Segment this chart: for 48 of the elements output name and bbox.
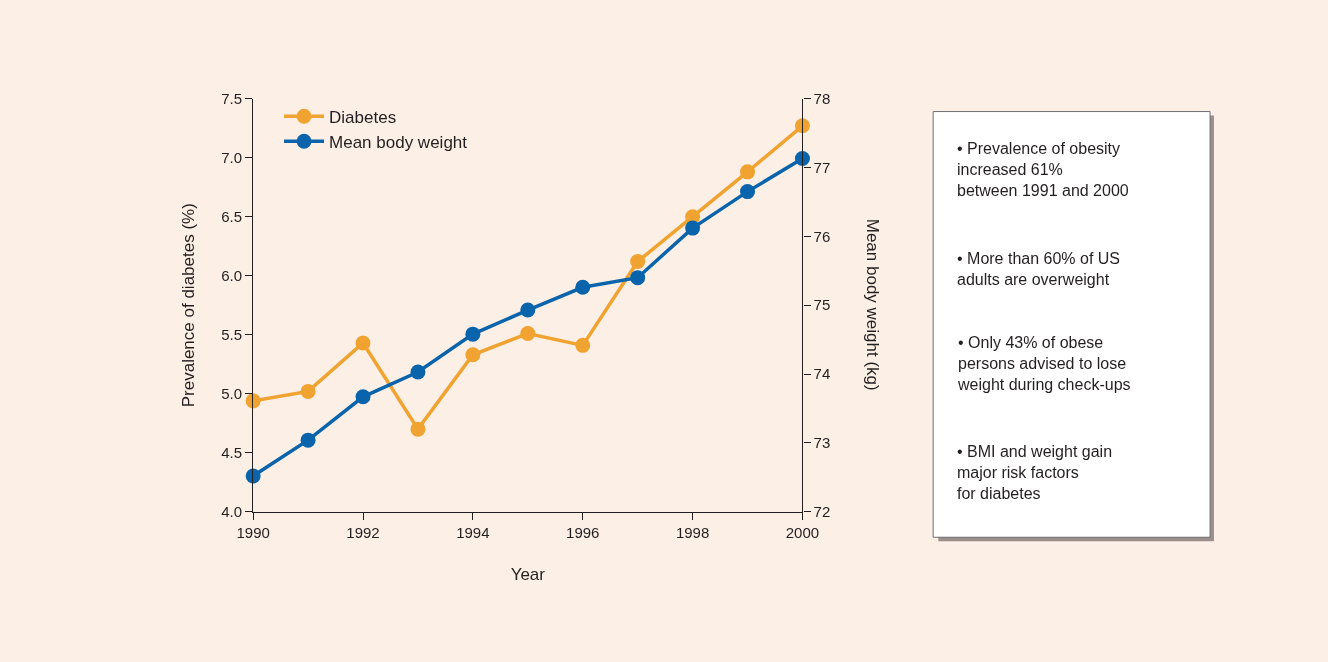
point xyxy=(410,364,426,380)
legend-label: Diabetes xyxy=(329,107,397,127)
point xyxy=(465,326,481,342)
y-tick-label: 5.0 xyxy=(221,384,243,402)
x-axis-title: Year xyxy=(510,565,546,585)
y-axis-title: Prevalence of diabetes (%) xyxy=(178,203,198,408)
y2-tick-label: 78 xyxy=(813,89,831,107)
point xyxy=(355,335,371,351)
point xyxy=(630,270,646,286)
text: • More than 60% of US adults are overweight xyxy=(957,250,1121,288)
point xyxy=(300,432,316,448)
y2-tick-label: 74 xyxy=(813,365,831,383)
point xyxy=(410,421,426,437)
y-tick-label: 4.5 xyxy=(221,444,243,462)
y-tick-label: 6.5 xyxy=(221,207,243,225)
x-tick-label: 1992 xyxy=(346,523,380,541)
y-tick-label: 5.5 xyxy=(221,325,243,343)
point xyxy=(630,254,646,270)
point xyxy=(355,389,371,405)
y-tick-label: 6.0 xyxy=(221,266,243,284)
text: • Only 43% of obese persons advised to lose weight during check-ups xyxy=(957,334,1131,393)
point xyxy=(300,383,316,399)
y2-tick-label: 77 xyxy=(813,158,831,176)
x-tick-label: 1996 xyxy=(566,523,600,541)
y-tick-label: 7.5 xyxy=(221,89,243,107)
point xyxy=(465,347,481,363)
point xyxy=(575,279,591,295)
y2-tick-label: 73 xyxy=(813,434,831,452)
point xyxy=(575,337,591,353)
x-tick-label: 2000 xyxy=(785,523,820,541)
text: • BMI and weight gain major risk factors for diabetes xyxy=(957,443,1113,502)
point xyxy=(520,302,536,318)
point xyxy=(740,184,756,200)
y-tick-label: 4.0 xyxy=(221,503,243,521)
point xyxy=(740,164,756,180)
x-tick-label: 1998 xyxy=(675,523,710,541)
x-tick-label: 1994 xyxy=(456,523,490,541)
y2-axis-title: Mean body weight (kg) xyxy=(862,218,882,391)
point xyxy=(685,220,701,236)
point xyxy=(520,326,536,342)
y2-tick-label: 76 xyxy=(813,227,831,245)
text: • Prevalence of obesity increased 61% between 1991 and 2000 xyxy=(957,140,1129,199)
x-tick-label: 1990 xyxy=(236,523,270,541)
y2-tick-label: 75 xyxy=(813,296,831,314)
y-tick-label: 7.0 xyxy=(221,148,243,166)
y2-tick-label: 72 xyxy=(813,503,831,521)
legend-label: Mean body weight xyxy=(329,132,468,152)
point xyxy=(245,393,261,409)
